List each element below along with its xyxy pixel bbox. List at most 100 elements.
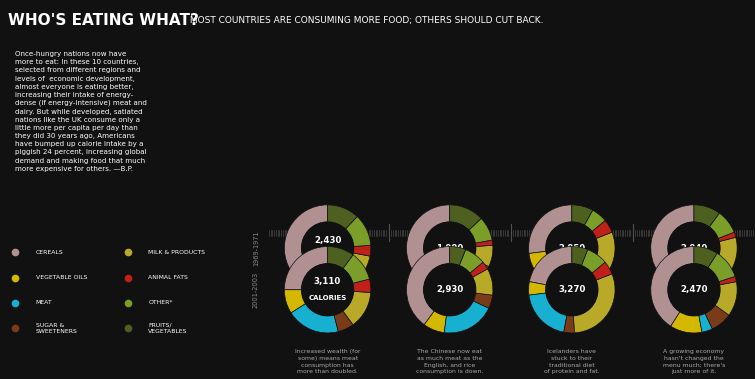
Wedge shape: [473, 269, 493, 295]
Text: CALORIES: CALORIES: [309, 254, 347, 260]
Wedge shape: [424, 311, 446, 333]
Wedge shape: [343, 255, 369, 283]
Wedge shape: [708, 260, 732, 285]
Wedge shape: [705, 305, 729, 329]
Wedge shape: [529, 251, 549, 269]
Text: 2,470: 2,470: [680, 285, 707, 294]
Wedge shape: [470, 262, 488, 277]
Text: CHINA: CHINA: [433, 228, 467, 238]
Wedge shape: [345, 216, 371, 246]
Wedge shape: [584, 210, 605, 232]
Wedge shape: [718, 232, 736, 241]
Wedge shape: [592, 262, 612, 280]
Text: 2,930: 2,930: [436, 285, 464, 294]
Text: WHO'S EATING WHAT?: WHO'S EATING WHAT?: [8, 13, 199, 28]
Wedge shape: [574, 274, 615, 333]
Wedge shape: [719, 276, 736, 285]
Wedge shape: [459, 250, 483, 273]
Wedge shape: [465, 265, 483, 283]
Text: 3,110: 3,110: [314, 277, 341, 287]
Text: ANIMAL FATS: ANIMAL FATS: [149, 275, 188, 280]
Wedge shape: [406, 246, 450, 325]
Wedge shape: [285, 246, 328, 290]
Wedge shape: [291, 262, 313, 285]
Wedge shape: [469, 218, 492, 243]
Wedge shape: [572, 205, 593, 226]
Wedge shape: [534, 260, 575, 291]
Text: 1969-1971: 1969-1971: [253, 230, 259, 266]
Wedge shape: [709, 213, 734, 238]
Wedge shape: [450, 246, 466, 266]
Text: 1,990: 1,990: [436, 244, 464, 252]
Wedge shape: [285, 205, 328, 271]
Wedge shape: [699, 313, 712, 332]
Wedge shape: [285, 290, 306, 313]
Text: 2,950: 2,950: [558, 244, 585, 252]
Text: The Chinese now eat
as much meat as the
English, and rice
consumption is down.: The Chinese now eat as much meat as the …: [416, 349, 483, 374]
Wedge shape: [529, 246, 572, 285]
Text: Increased wealth (for
some) means meat
consumption has
more than doubled.: Increased wealth (for some) means meat c…: [294, 349, 360, 374]
Circle shape: [546, 264, 598, 316]
Circle shape: [424, 264, 476, 316]
Wedge shape: [683, 272, 710, 291]
Text: MOST COUNTRIES ARE CONSUMING MORE FOOD; OTHERS SHOULD CUT BACK.: MOST COUNTRIES ARE CONSUMING MORE FOOD; …: [187, 16, 544, 25]
Wedge shape: [456, 269, 475, 290]
Wedge shape: [592, 221, 612, 238]
Wedge shape: [528, 282, 547, 295]
Text: VEGETABLE OILS: VEGETABLE OILS: [35, 275, 87, 280]
Wedge shape: [473, 245, 493, 266]
Wedge shape: [529, 293, 567, 332]
Circle shape: [546, 222, 598, 274]
Wedge shape: [328, 205, 357, 229]
Wedge shape: [406, 205, 461, 291]
Text: MILK & PRODUCTS: MILK & PRODUCTS: [149, 250, 205, 255]
Wedge shape: [574, 273, 585, 291]
Wedge shape: [528, 205, 572, 254]
Text: INDIA: INDIA: [679, 228, 709, 238]
Wedge shape: [581, 250, 605, 273]
Wedge shape: [564, 315, 575, 333]
Wedge shape: [353, 279, 371, 293]
Text: SUGAR &
SWEETENERS: SUGAR & SWEETENERS: [35, 323, 78, 334]
Text: CEREALS: CEREALS: [35, 250, 63, 255]
Wedge shape: [470, 259, 488, 276]
Wedge shape: [444, 301, 488, 333]
Text: CALORIES: CALORIES: [309, 295, 347, 301]
Wedge shape: [450, 205, 481, 230]
Wedge shape: [704, 270, 717, 288]
Wedge shape: [473, 293, 492, 308]
Wedge shape: [572, 246, 587, 266]
Text: OTHER*: OTHER*: [149, 301, 173, 305]
Circle shape: [302, 222, 353, 274]
Text: 2,040: 2,040: [680, 244, 707, 252]
Wedge shape: [580, 232, 615, 289]
Circle shape: [668, 264, 720, 316]
Wedge shape: [651, 246, 694, 326]
Circle shape: [424, 222, 476, 274]
Wedge shape: [343, 291, 371, 325]
Wedge shape: [694, 246, 717, 268]
Wedge shape: [328, 246, 353, 269]
Text: 2,430: 2,430: [314, 236, 341, 245]
Wedge shape: [334, 311, 353, 332]
Wedge shape: [328, 271, 348, 291]
Wedge shape: [708, 253, 735, 282]
Text: ICELAND: ICELAND: [548, 228, 596, 238]
Text: BRAZIL: BRAZIL: [308, 228, 347, 238]
Text: Icelanders have
stuck to their
traditional diet
of protein and fat.: Icelanders have stuck to their tradition…: [544, 349, 599, 374]
Text: MEAT: MEAT: [35, 301, 52, 305]
Circle shape: [668, 222, 720, 274]
Circle shape: [302, 264, 353, 316]
Wedge shape: [715, 282, 737, 315]
Wedge shape: [716, 237, 737, 269]
Wedge shape: [475, 240, 493, 246]
Wedge shape: [651, 205, 694, 290]
Text: A growing economy
hasn't changed the
menu much; there's
just more of it.: A growing economy hasn't changed the men…: [663, 349, 725, 374]
Text: Once-hungry nations now have
more to eat: In these 10 countries,
selected from d: Once-hungry nations now have more to eat…: [15, 51, 146, 172]
Wedge shape: [291, 304, 338, 333]
Wedge shape: [694, 205, 720, 227]
Wedge shape: [353, 245, 371, 256]
Wedge shape: [670, 312, 702, 333]
Text: 3,270: 3,270: [558, 285, 586, 294]
Text: 2001-2003: 2001-2003: [253, 272, 259, 308]
